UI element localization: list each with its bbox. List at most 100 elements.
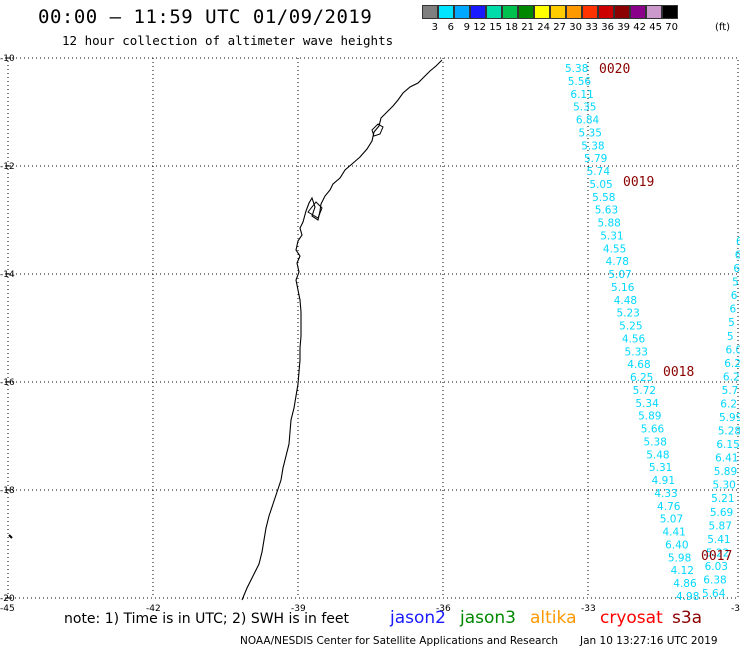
- wave-height-value: 5.58: [592, 192, 615, 204]
- wave-height-value: 5.23: [616, 308, 639, 320]
- wave-height-value: 6.2: [723, 371, 740, 383]
- wave-height-value: 5.87: [709, 520, 732, 532]
- wave-height-value: 5.31: [600, 230, 623, 242]
- lat-tick-label: -18: [0, 486, 15, 496]
- wave-height-value: 5.98: [668, 552, 691, 564]
- scale-label: 33: [585, 22, 598, 33]
- wave-height-value: 5.89: [638, 411, 661, 423]
- wave-height-value: 5.21: [711, 493, 734, 505]
- wave-height-value: 5.72: [633, 385, 656, 397]
- scale-label: 45: [649, 22, 662, 33]
- lat-tick-label: -10: [0, 54, 15, 64]
- wave-height-value: 4.12: [671, 565, 694, 577]
- scale-swatch: [454, 5, 470, 19]
- lon-tick-label: -39: [291, 604, 306, 614]
- scale-swatch: [422, 5, 438, 19]
- map-title: 00:00 — 11:59 UTC 01/09/2019: [38, 6, 373, 28]
- wave-height-value: 5: [732, 277, 739, 289]
- wave-height-value: 5.7: [722, 385, 739, 397]
- wave-height-value: 4.86: [673, 578, 697, 590]
- wave-height-value: 6.0: [726, 344, 740, 356]
- wave-height-value: 6: [731, 290, 738, 302]
- color-scale: [422, 5, 678, 19]
- bay-outline: [307, 201, 323, 219]
- orbit-labels: 0020 0019 0018 0017: [599, 62, 732, 564]
- wave-height-value: 5.88: [597, 218, 620, 230]
- lon-tick-label: -36: [436, 604, 451, 614]
- wave-height-value: 4.78: [606, 256, 629, 268]
- wave-height-value: 6.15: [716, 439, 739, 451]
- wave-height-value: 6.03: [705, 561, 728, 573]
- wave-height-value: 5: [727, 331, 734, 343]
- scale-label: 9: [463, 22, 470, 33]
- wave-height-value: 5.28: [718, 426, 740, 438]
- coastline-path: [241, 59, 443, 601]
- wave-height-value: 5.16: [611, 282, 635, 294]
- wave-height-value: 5.07: [608, 269, 631, 281]
- scale-swatch: [614, 5, 630, 19]
- credit-line: NOAA/NESDIS Center for Satellite Applica…: [240, 635, 558, 647]
- satellite-altika: altika: [530, 608, 577, 628]
- scale-swatch: [534, 5, 550, 19]
- map-grid: [7, 57, 739, 599]
- coastline: [8, 59, 443, 601]
- wave-height-value: 4.98: [676, 591, 699, 603]
- scale-swatch: [550, 5, 566, 19]
- island-mark: [8, 534, 13, 539]
- color-scale-unit: (ft): [715, 22, 731, 33]
- wave-height-value: 6.38: [703, 574, 726, 586]
- wave-height-value: 5.48: [646, 449, 669, 461]
- wave-height-value: 5.89: [714, 466, 737, 478]
- map-subtitle: 12 hour collection of altimeter wave hei…: [62, 33, 394, 48]
- wave-height-value: 5.30: [712, 480, 735, 492]
- footnote: note: 1) Time is in UTC; 2) SWH is in fe…: [64, 611, 350, 627]
- scale-label: 12: [473, 22, 486, 33]
- lat-tick-label: -12: [0, 162, 15, 172]
- scale-swatch: [502, 5, 518, 19]
- scale-label: 6: [447, 22, 454, 33]
- scale-swatch: [582, 5, 598, 19]
- scale-label: 15: [489, 22, 502, 33]
- map-frame: [7, 57, 739, 599]
- wave-height-value: 6.2: [724, 358, 740, 370]
- wave-height-value: 5.07: [660, 514, 683, 526]
- wave-height-value: 5.63: [595, 205, 618, 217]
- wave-height-value: 6: [735, 250, 740, 262]
- wave-height-value: 5.25: [619, 321, 642, 333]
- scale-swatch: [438, 5, 454, 19]
- scale-swatch: [646, 5, 662, 19]
- scale-swatch: [470, 5, 486, 19]
- scale-swatch: [518, 5, 534, 19]
- wave-height-value: 5.41: [707, 534, 730, 546]
- scale-label: 70: [665, 22, 678, 33]
- wave-height-value: 6.2: [720, 398, 737, 410]
- wave-height-value: 6.11: [570, 89, 593, 101]
- wave-height-value: 5.64: [702, 588, 726, 600]
- orbit-label: 0018: [663, 365, 694, 380]
- scale-label: 42: [633, 22, 646, 33]
- wave-height-value: 5.38: [644, 436, 667, 448]
- wave-height-value: 6.40: [665, 539, 688, 551]
- wave-height-value: 5.35: [573, 102, 596, 114]
- wave-height-value: 4.55: [603, 243, 626, 255]
- wave-height-value: 4.48: [614, 295, 637, 307]
- lon-tick-label: -45: [0, 604, 15, 614]
- wave-height-value: 5.34: [635, 398, 659, 410]
- axis-ticks: -10 -12 -14 -16 -18 -20-45 -42 -39 -36 -33 -30: [0, 54, 740, 614]
- wave-height-value: 6: [733, 263, 740, 275]
- wave-height-value: 4.68: [627, 359, 650, 371]
- scale-label: 36: [601, 22, 614, 33]
- timestamp: Jan 10 13:27:16 UTC 2019: [580, 635, 718, 647]
- satellite-jason2: jason2: [390, 608, 446, 628]
- scale-label: 39: [617, 22, 630, 33]
- wave-height-value: 5.38: [581, 140, 604, 152]
- wave-height-value: 4.33: [654, 488, 677, 500]
- scale-swatch: [486, 5, 502, 19]
- wave-height-value: 6: [736, 236, 740, 248]
- scale-swatch: [630, 5, 646, 19]
- wave-height-value: 6.25: [630, 372, 653, 384]
- scale-label: 18: [505, 22, 518, 33]
- wave-height-value: 5.69: [710, 507, 733, 519]
- wave-height-value: 5.56: [568, 76, 592, 88]
